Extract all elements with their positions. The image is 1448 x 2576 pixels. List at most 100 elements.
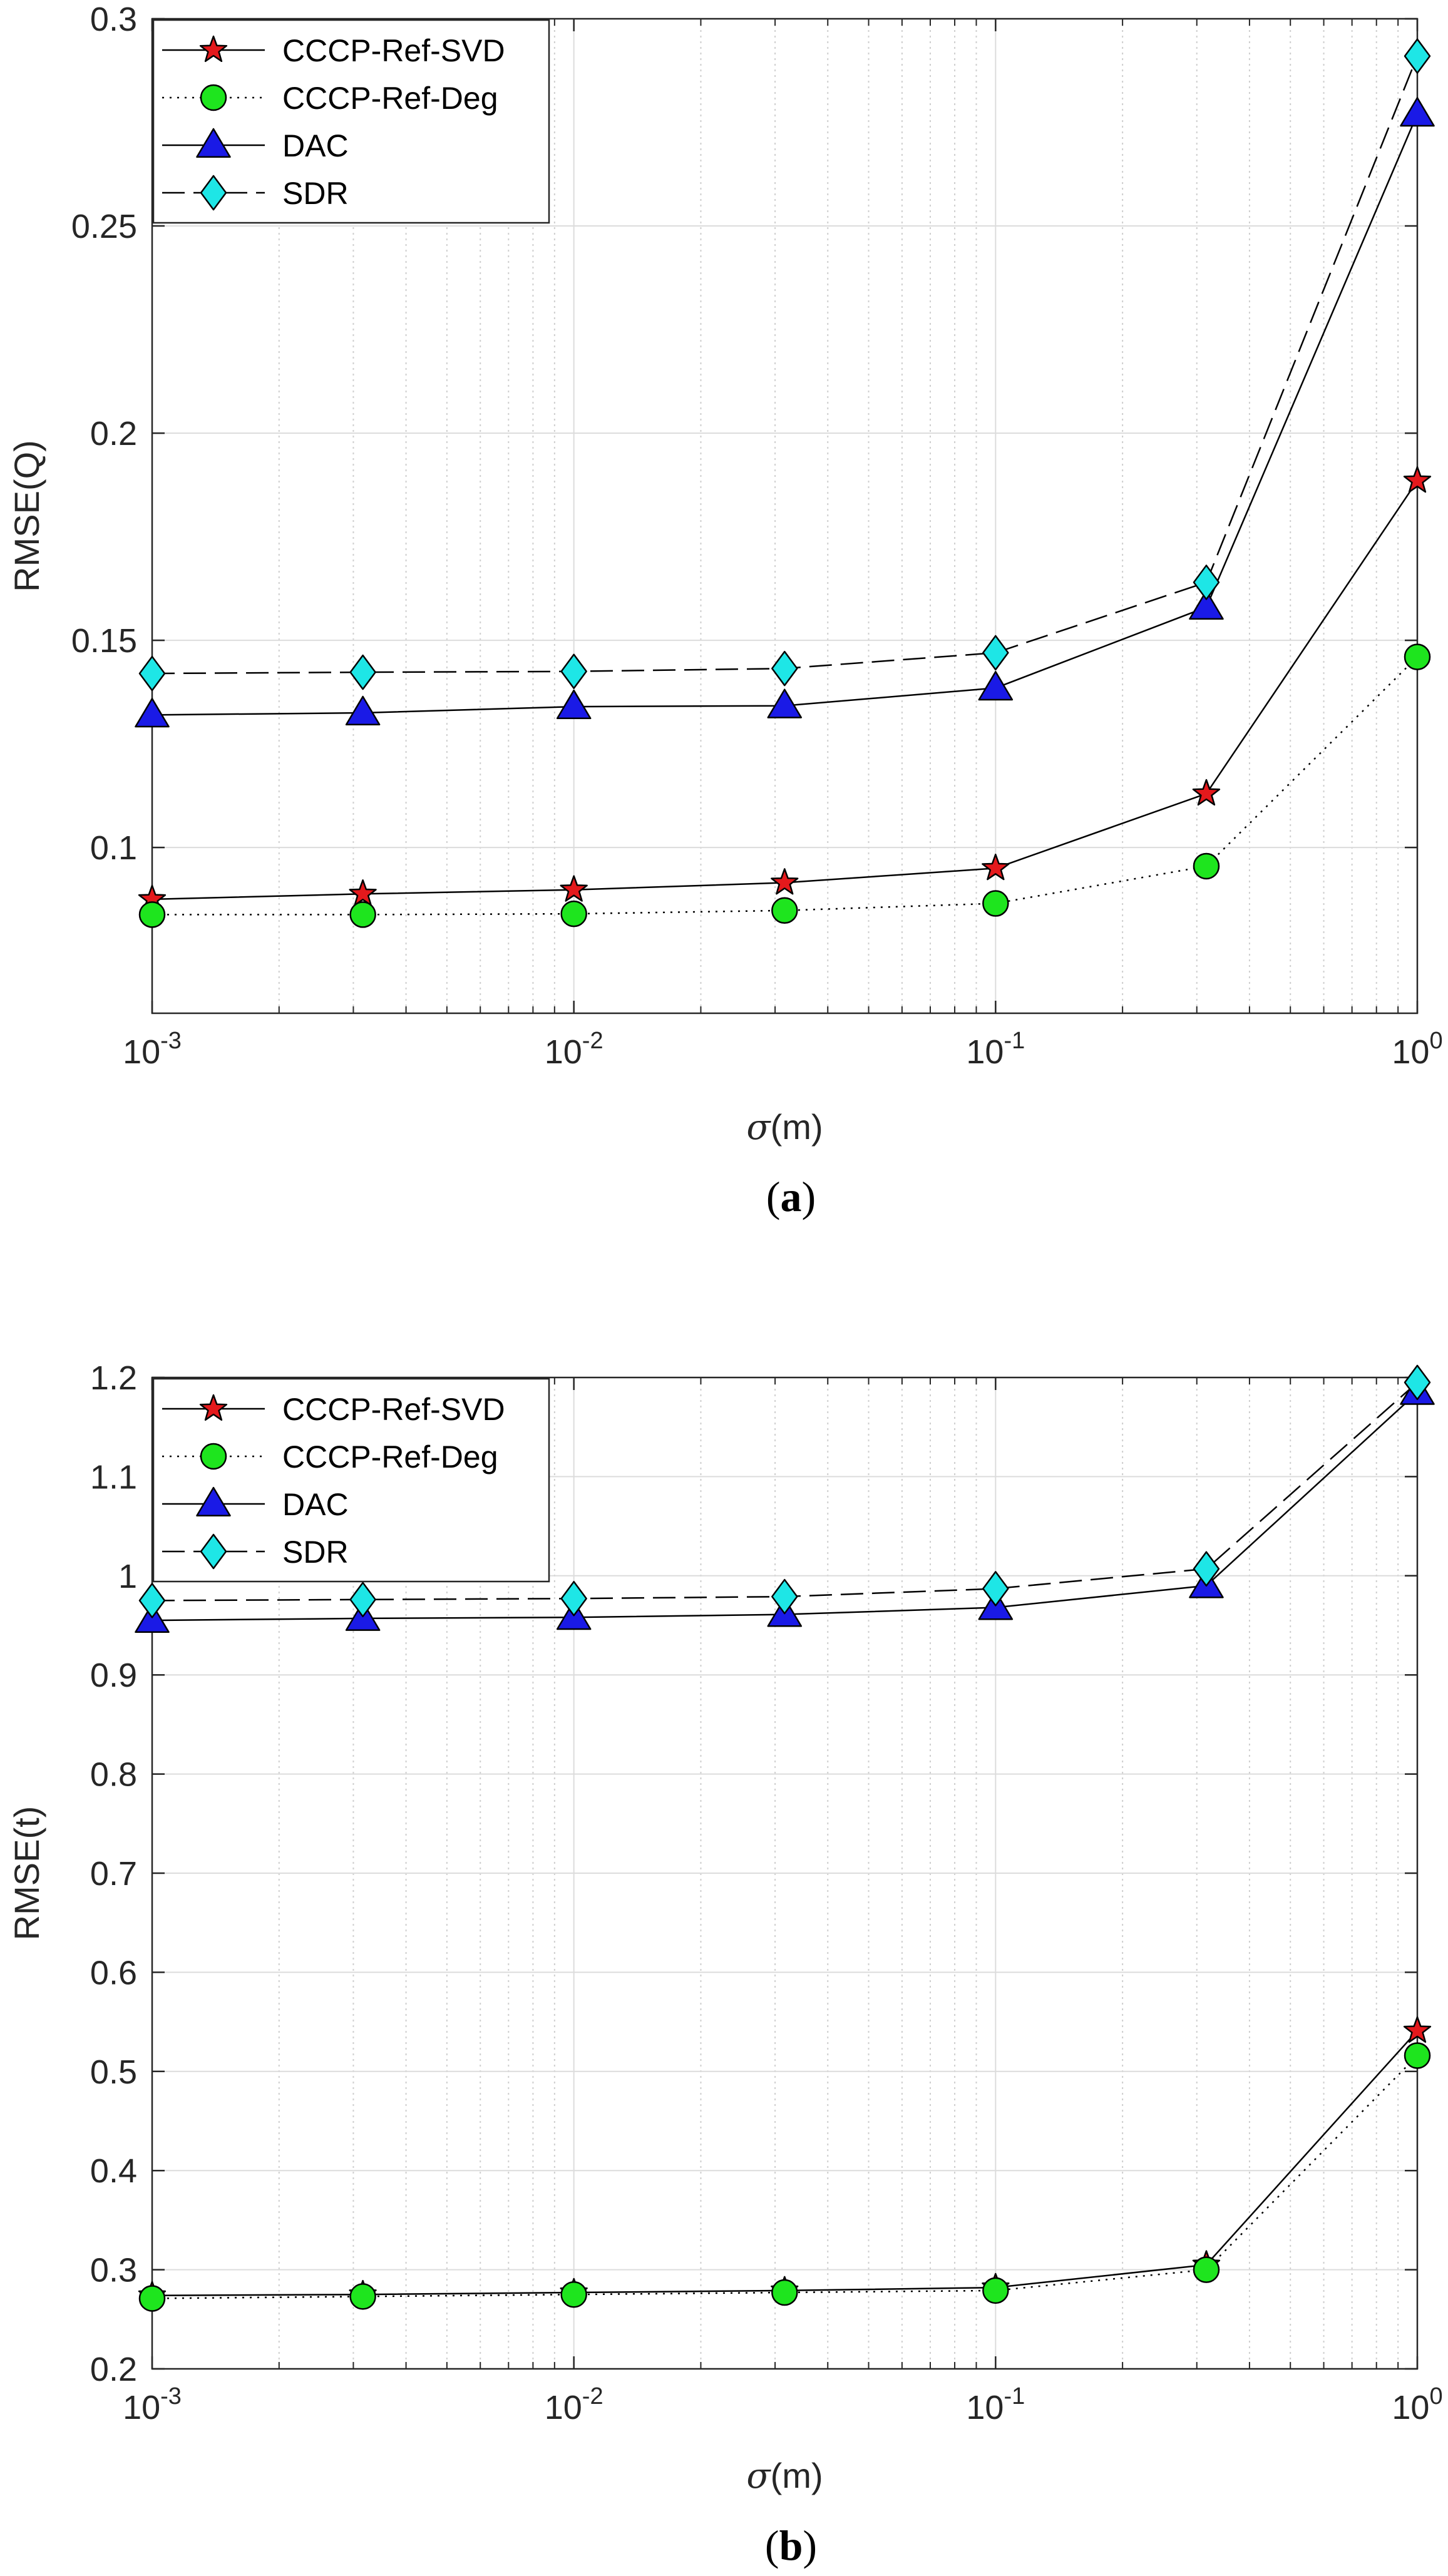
series-cccp-ref-deg [138, 643, 1431, 928]
series-cccp-ref-svd [138, 466, 1432, 911]
data-point [560, 653, 587, 690]
legend-label: DAC [282, 1487, 349, 1522]
x-tick-label: 10-2 [545, 1028, 603, 1071]
data-point [138, 655, 166, 692]
axes-frame [151, 18, 1419, 1015]
legend-label: SDR [282, 176, 349, 211]
x-tick-label: 100 [1392, 1028, 1442, 1071]
y-axis-label: RMSE(Q) [7, 440, 46, 592]
data-point [1400, 97, 1435, 127]
y-tick-label: 0.3 [90, 1, 137, 38]
legend-marker [200, 84, 227, 111]
data-point [1192, 779, 1221, 806]
x-tick-label: 10-3 [123, 1028, 182, 1071]
legend-marker [199, 35, 228, 63]
series-cccp-ref-deg [138, 2042, 1431, 2312]
data-point [138, 1583, 166, 1618]
y-tick-label: 0.4 [90, 2152, 137, 2190]
data-point [1404, 1364, 1431, 1401]
data-point [556, 689, 592, 720]
data-point [1404, 2042, 1431, 2069]
y-tick-label: 0.25 [71, 208, 137, 245]
y-tick-label: 0.3 [90, 2252, 137, 2289]
data-point [771, 650, 798, 687]
data-point [982, 854, 1010, 881]
data-point [1403, 2016, 1432, 2043]
legend-marker [200, 1533, 227, 1570]
legend-marker [196, 128, 231, 158]
data-point [135, 698, 170, 728]
y-tick-label: 1.1 [90, 1458, 137, 1496]
data-point [560, 2281, 587, 2308]
data-point [1193, 565, 1220, 600]
series-sdr [138, 38, 1431, 692]
y-tick-label: 1 [118, 1558, 137, 1595]
data-point [982, 890, 1009, 917]
series-dac [135, 97, 1435, 728]
legend-label: CCCP-Ref-SVD [282, 1392, 505, 1427]
data-point [771, 1578, 798, 1615]
subfigure-caption: (b) [765, 2522, 817, 2569]
data-point [1189, 590, 1224, 620]
legend: CCCP-Ref-SVD CCCP-Ref-Deg DAC SDR [152, 1377, 550, 1583]
y-tick-label: 0.2 [90, 415, 137, 452]
data-point [349, 879, 377, 906]
data-point [1404, 643, 1431, 670]
series-sdr [138, 1364, 1431, 1618]
y-tick-label: 1.2 [90, 1359, 137, 1397]
x-axis-label: σ(m) [746, 2456, 823, 2497]
data-point [138, 2285, 166, 2312]
x-tick-label: 100 [1392, 2383, 1442, 2426]
y-tick-label: 0.7 [90, 1855, 137, 1893]
x-tick-label: 10-3 [123, 2383, 182, 2426]
data-point [982, 2277, 1009, 2304]
chart-a: 0.1 0.15 0.2 0.25 0.3 10-3 10-2 10-1 100 σ(m) RMSE… [7, 1, 1443, 1220]
data-point [560, 1580, 587, 1617]
x-tick-label: 10-1 [966, 2383, 1025, 2426]
data-point [982, 635, 1009, 671]
x-tick-label: 10-2 [545, 2383, 603, 2426]
data-point [349, 901, 376, 928]
legend-label: SDR [282, 1535, 349, 1570]
data-point [560, 900, 587, 928]
legend-marker [200, 1443, 227, 1470]
y-axis-label: RMSE(t) [7, 1806, 46, 1941]
data-point [982, 1571, 1009, 1607]
legend: CCCP-Ref-SVD CCCP-Ref-Deg DAC SDR [152, 19, 550, 224]
data-point [1193, 852, 1220, 880]
data-point [771, 897, 798, 924]
data-point [978, 671, 1014, 701]
legend-marker [196, 1486, 231, 1516]
data-point [349, 1582, 376, 1618]
x-tick-label: 10-1 [966, 1028, 1025, 1071]
data-point [138, 901, 166, 928]
data-point [771, 2279, 798, 2306]
data-point [1193, 2256, 1220, 2283]
y-tick-label: 0.9 [90, 1657, 137, 1694]
y-tick-label: 0.15 [71, 622, 137, 660]
y-tick-label: 0.2 [90, 2351, 137, 2388]
data-point [1403, 466, 1432, 493]
legend-label: CCCP-Ref-Deg [282, 1439, 498, 1475]
legend-label: DAC [282, 128, 349, 163]
y-tick-label: 0.6 [90, 1954, 137, 1991]
data-point [771, 868, 799, 895]
subfigure-caption: (a) [766, 1173, 816, 1220]
y-tick-label: 0.8 [90, 1756, 137, 1794]
y-tick-label: 0.5 [90, 2053, 137, 2091]
legend-marker [200, 175, 227, 211]
data-point [560, 875, 588, 902]
legend-marker [199, 1394, 228, 1421]
data-point [767, 688, 803, 718]
x-axis-label: σ(m) [746, 1107, 823, 1148]
legend-label: CCCP-Ref-Deg [282, 81, 498, 116]
data-point [1193, 1551, 1220, 1587]
legend-label: CCCP-Ref-SVD [282, 33, 505, 68]
y-tick-label: 0.1 [90, 829, 137, 867]
data-point [1404, 38, 1431, 74]
data-point [349, 654, 376, 690]
data-point [349, 2283, 376, 2310]
chart-b: 0.2 0.3 0.4 0.5 0.6 0.7 0.8 0.9 1 1.1 1.2 10-3 10-2 1… [7, 1359, 1443, 2569]
data-point [345, 695, 381, 725]
